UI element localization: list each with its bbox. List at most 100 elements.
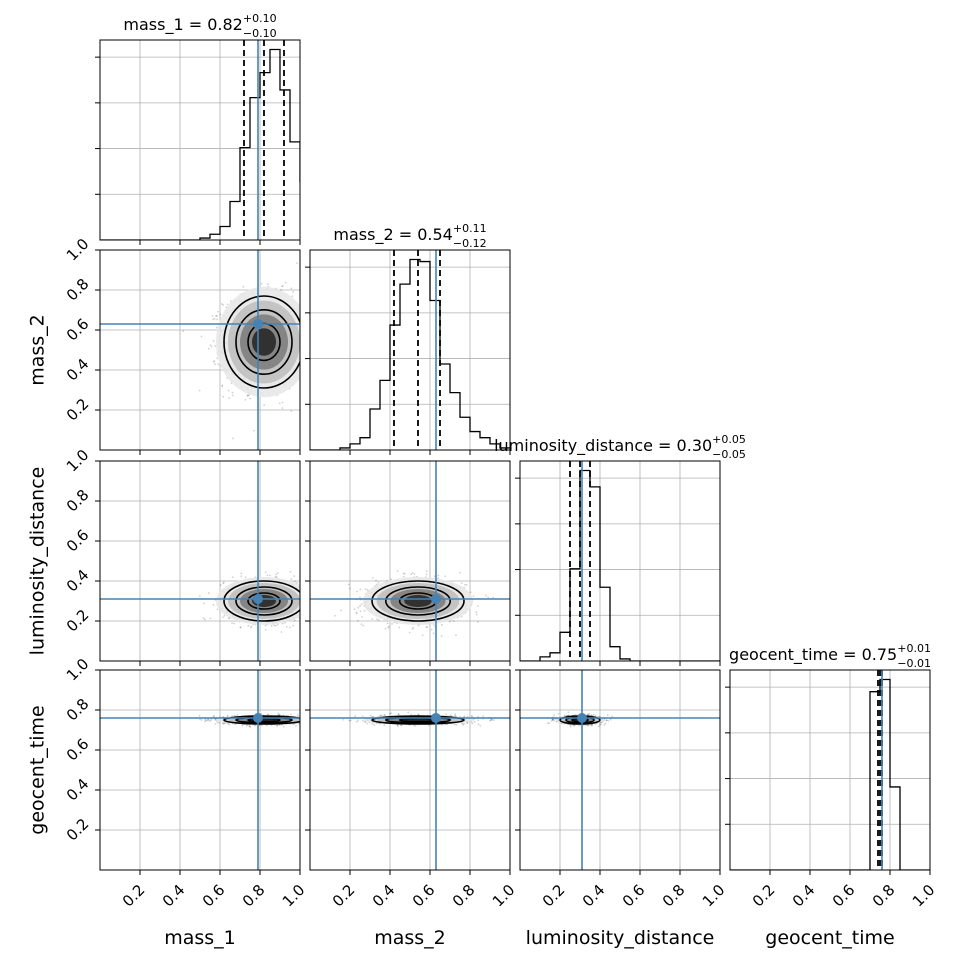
sample-point	[223, 614, 226, 617]
sample-point	[274, 576, 277, 578]
sample-point	[357, 606, 360, 609]
sample-point	[264, 629, 267, 631]
sample-point	[303, 345, 305, 347]
sample-point	[240, 575, 242, 578]
sample-point	[290, 578, 293, 580]
sample-point	[460, 582, 463, 585]
sample-point	[312, 339, 314, 341]
sample-point	[359, 605, 361, 607]
sample-point	[408, 631, 411, 634]
sample-point	[207, 592, 210, 594]
sample-point	[444, 575, 447, 578]
sample-point	[217, 363, 220, 366]
sample-point	[371, 618, 374, 620]
sample-point	[315, 609, 317, 611]
sample-point	[215, 315, 217, 317]
panel-content	[100, 250, 321, 450]
sample-point	[410, 573, 413, 576]
sample-point	[302, 325, 304, 327]
sample-point	[413, 573, 416, 575]
sample-point	[307, 353, 309, 355]
sample-point	[303, 608, 305, 610]
sample-point	[314, 609, 316, 611]
sample-point	[226, 303, 229, 306]
sample-point	[266, 574, 269, 577]
sample-point	[303, 597, 305, 599]
title-plus: +0.11	[453, 222, 487, 235]
sample-point	[455, 634, 457, 637]
sample-point	[396, 570, 399, 572]
sample-point	[387, 626, 390, 629]
sample-point	[319, 367, 321, 369]
sample-point	[360, 623, 363, 626]
sample-point	[215, 326, 218, 329]
sample-point	[266, 283, 269, 286]
sample-point	[200, 719, 203, 721]
sample-point	[426, 626, 429, 628]
sample-point	[218, 721, 221, 724]
sample-point	[425, 570, 428, 573]
density-level	[404, 595, 432, 607]
sample-point	[284, 281, 287, 284]
sample-point	[402, 575, 405, 578]
sample-point	[301, 611, 303, 613]
sample-point	[221, 303, 223, 305]
sample-point	[403, 572, 406, 575]
sample-point	[357, 619, 359, 622]
sample-point	[304, 305, 306, 307]
sample-point	[204, 718, 207, 721]
histogram-mass_1	[100, 48, 300, 240]
sample-point	[372, 576, 374, 579]
sample-point	[232, 437, 234, 440]
sample-point	[460, 615, 463, 618]
sample-point	[411, 572, 414, 574]
sample-point	[307, 589, 309, 591]
sample-point	[469, 591, 472, 594]
sample-point	[216, 318, 219, 321]
sample-point	[312, 607, 314, 609]
sample-point	[213, 360, 216, 362]
sample-point	[305, 340, 307, 342]
sample-point	[440, 635, 443, 638]
sample-point	[319, 594, 321, 596]
y-tick-label: 0.8	[63, 486, 93, 516]
panel-content	[100, 461, 338, 661]
y-tick-label: 1.0	[63, 235, 93, 265]
sample-point	[485, 594, 487, 597]
sample-point	[384, 627, 387, 630]
panel-mass_2-mass_2: mass_2 = 0.54+0.11−0.12	[305, 222, 511, 455]
sample-point	[386, 622, 389, 625]
sample-point	[301, 721, 303, 723]
sample-point	[305, 329, 307, 331]
title-value: 0.30	[677, 436, 713, 455]
sample-point	[432, 632, 435, 635]
sample-point	[306, 718, 308, 720]
y-tick-label: 1.0	[63, 446, 93, 476]
y-tick-label: 0.6	[63, 526, 93, 556]
contour-line	[384, 586, 451, 616]
sample-point	[228, 723, 231, 726]
sample-point	[293, 619, 296, 622]
sample-point	[276, 572, 279, 574]
histogram-luminosity_distance	[520, 469, 720, 661]
sample-point	[437, 574, 440, 577]
sample-point	[321, 601, 323, 603]
sample-point	[312, 589, 314, 591]
sample-point	[336, 578, 338, 580]
sample-point	[363, 609, 366, 612]
sample-point	[301, 723, 303, 725]
sample-point	[207, 347, 210, 350]
sample-point	[402, 572, 405, 575]
sample-point	[302, 607, 304, 609]
sample-point	[307, 606, 309, 608]
sample-point	[289, 570, 292, 573]
sample-point	[203, 618, 206, 621]
sample-point	[221, 384, 224, 387]
sample-point	[452, 620, 455, 622]
sample-point	[245, 724, 248, 727]
sample-point	[302, 337, 304, 339]
sample-point	[356, 612, 358, 615]
sample-point	[216, 357, 219, 360]
sample-point	[303, 718, 305, 720]
